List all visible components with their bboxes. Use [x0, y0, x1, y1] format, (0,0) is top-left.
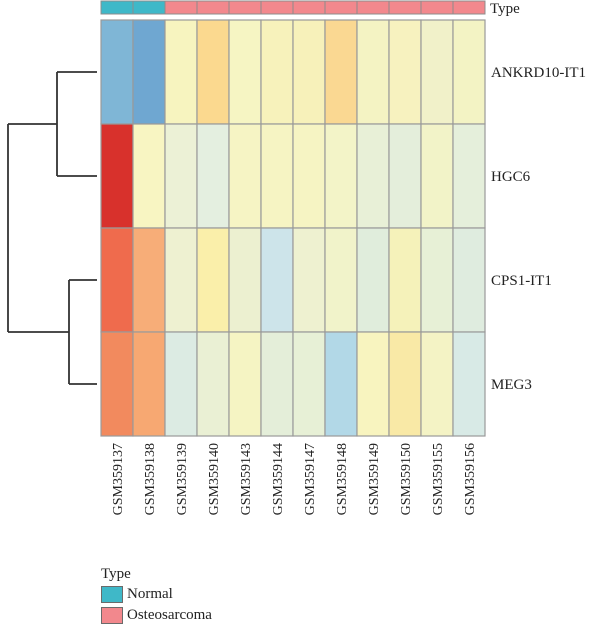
heatmap-cell-ankrd10-it1-gsm359139	[164, 19, 198, 125]
heatmap-cell-meg3-gsm359149	[356, 331, 390, 437]
legend-swatch-normal	[101, 586, 123, 603]
heatmap-cell-ankrd10-it1-gsm359143	[228, 19, 262, 125]
heatmap-cell-meg3-gsm359150	[388, 331, 422, 437]
row-label-ankrd10-it1: ANKRD10-IT1	[491, 65, 586, 81]
column-label-gsm359155: GSM359155	[431, 443, 446, 515]
heatmap-cell-meg3-gsm359155	[420, 331, 454, 437]
type-legend: Type Normal Osteosarcoma	[101, 564, 212, 626]
legend-label-osteosarcoma: Osteosarcoma	[127, 607, 212, 623]
heatmap-cell-hgc6-gsm359143	[228, 123, 262, 229]
legend-title: Type	[101, 566, 131, 582]
annotation-cell-gsm359143	[228, 0, 262, 15]
heatmap-cell-ankrd10-it1-gsm359149	[356, 19, 390, 125]
legend-item-osteosarcoma: Osteosarcoma	[101, 605, 212, 626]
heatmap-cell-cps1-it1-gsm359156	[452, 227, 486, 333]
heatmap-cell-cps1-it1-gsm359140	[196, 227, 230, 333]
heatmap-cell-cps1-it1-gsm359137	[100, 227, 134, 333]
annotation-cell-gsm359150	[388, 0, 422, 15]
annotation-cell-gsm359137	[100, 0, 134, 15]
heatmap-cell-ankrd10-it1-gsm359147	[292, 19, 326, 125]
heatmap-cell-cps1-it1-gsm359143	[228, 227, 262, 333]
annotation-cell-gsm359148	[324, 0, 358, 15]
annotation-cell-gsm359156	[452, 0, 486, 15]
heatmap-cell-cps1-it1-gsm359144	[260, 227, 294, 333]
legend-swatch-osteosarcoma	[101, 607, 123, 624]
annotation-cell-gsm359138	[132, 0, 166, 15]
heatmap-cell-ankrd10-it1-gsm359150	[388, 19, 422, 125]
heatmap-cell-ankrd10-it1-gsm359156	[452, 19, 486, 125]
annotation-cell-gsm359155	[420, 0, 454, 15]
heatmap-cell-cps1-it1-gsm359147	[292, 227, 326, 333]
column-label-gsm359148: GSM359148	[335, 443, 350, 515]
column-label-gsm359144: GSM359144	[271, 443, 286, 515]
heatmap-cell-ankrd10-it1-gsm359137	[100, 19, 134, 125]
heatmap-cell-ankrd10-it1-gsm359138	[132, 19, 166, 125]
heatmap-cell-hgc6-gsm359138	[132, 123, 166, 229]
heatmap-cell-meg3-gsm359143	[228, 331, 262, 437]
heatmap-cell-hgc6-gsm359156	[452, 123, 486, 229]
heatmap-cell-meg3-gsm359137	[100, 331, 134, 437]
heatmap-chart: Type ANKRD10-IT1 HGC6 CPS1-IT1 MEG3 GSM359137…	[7, 0, 586, 515]
heatmap-cell-meg3-gsm359144	[260, 331, 294, 437]
column-label-gsm359149: GSM359149	[367, 443, 382, 515]
heatmap-cell-hgc6-gsm359148	[324, 123, 358, 229]
column-label-gsm359137: GSM359137	[111, 443, 126, 515]
heatmap-cell-cps1-it1-gsm359148	[324, 227, 358, 333]
annotation-cell-gsm359149	[356, 0, 390, 15]
heatmap-cell-meg3-gsm359139	[164, 331, 198, 437]
heatmap-cell-meg3-gsm359156	[452, 331, 486, 437]
column-label-gsm359138: GSM359138	[143, 443, 158, 515]
heatmap-cell-hgc6-gsm359150	[388, 123, 422, 229]
annotation-cell-gsm359147	[292, 0, 326, 15]
heatmap-cell-cps1-it1-gsm359138	[132, 227, 166, 333]
heatmap-cell-ankrd10-it1-gsm359148	[324, 19, 358, 125]
row-label-cps1-it1: CPS1-IT1	[491, 273, 552, 289]
row-label-hgc6: HGC6	[491, 169, 531, 185]
heatmap-cell-cps1-it1-gsm359139	[164, 227, 198, 333]
heatmap-cell-meg3-gsm359138	[132, 331, 166, 437]
heatmap-cell-hgc6-gsm359155	[420, 123, 454, 229]
heatmap-cell-ankrd10-it1-gsm359140	[196, 19, 230, 125]
heatmap-cell-hgc6-gsm359144	[260, 123, 294, 229]
heatmap-cell-ankrd10-it1-gsm359155	[420, 19, 454, 125]
legend-item-normal: Normal	[101, 584, 212, 605]
annotation-cell-gsm359139	[164, 0, 198, 15]
heatmap-cell-meg3-gsm359147	[292, 331, 326, 437]
annotation-cell-gsm359144	[260, 0, 294, 15]
heatmap-cell-cps1-it1-gsm359150	[388, 227, 422, 333]
column-label-gsm359140: GSM359140	[207, 443, 222, 515]
heatmap-cell-hgc6-gsm359147	[292, 123, 326, 229]
annotation-cell-gsm359140	[196, 0, 230, 15]
column-label-gsm359156: GSM359156	[463, 443, 478, 515]
column-label-gsm359143: GSM359143	[239, 443, 254, 515]
heatmap-cell-cps1-it1-gsm359155	[420, 227, 454, 333]
annotation-title: Type	[490, 1, 520, 17]
legend-label-normal: Normal	[127, 586, 173, 602]
heatmap-cell-hgc6-gsm359139	[164, 123, 198, 229]
heatmap-cell-hgc6-gsm359140	[196, 123, 230, 229]
heatmap-cell-cps1-it1-gsm359149	[356, 227, 390, 333]
heatmap-cell-ankrd10-it1-gsm359144	[260, 19, 294, 125]
row-label-meg3: MEG3	[491, 377, 532, 393]
heatmap-cell-hgc6-gsm359149	[356, 123, 390, 229]
column-label-gsm359147: GSM359147	[303, 443, 318, 515]
column-label-gsm359150: GSM359150	[399, 443, 414, 515]
heatmap-cell-hgc6-gsm359137	[100, 123, 134, 229]
column-label-gsm359139: GSM359139	[175, 443, 190, 515]
heatmap-cell-meg3-gsm359140	[196, 331, 230, 437]
heatmap-cell-meg3-gsm359148	[324, 331, 358, 437]
